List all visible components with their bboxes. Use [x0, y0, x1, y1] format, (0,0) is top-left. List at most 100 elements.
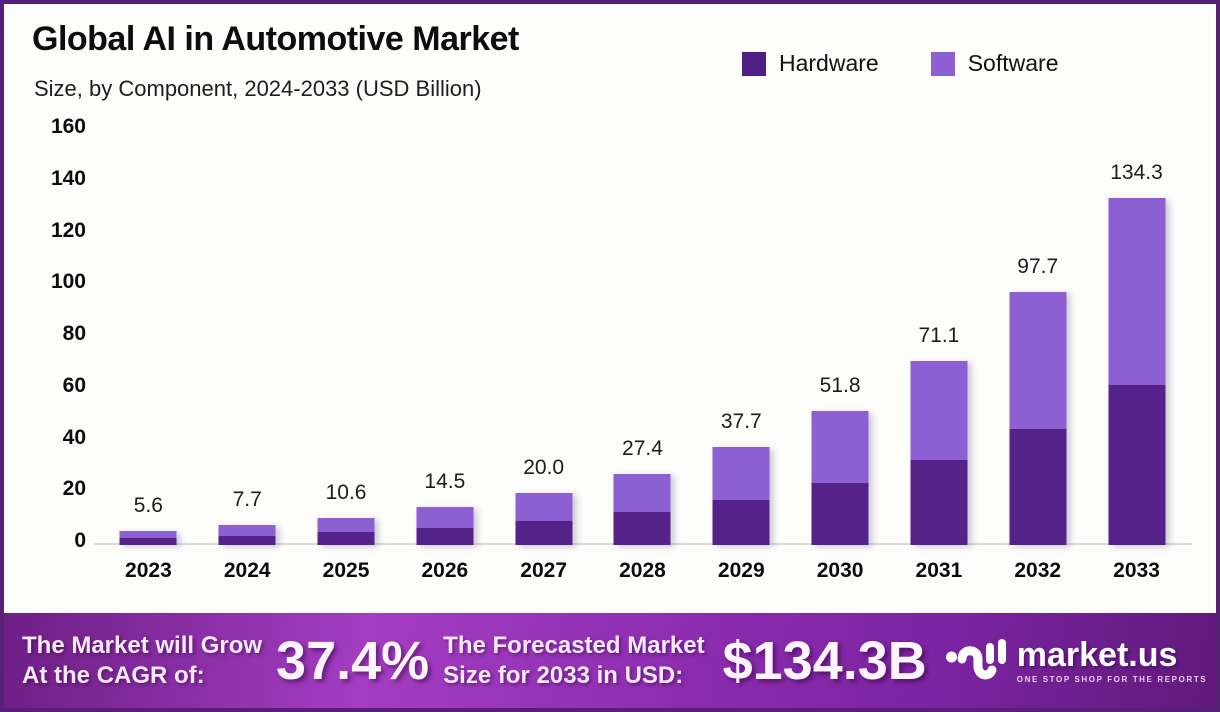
segment-hardware-2031: [910, 460, 968, 545]
bar-slot-2025: 10.6 2025: [297, 131, 396, 582]
footer-banner: The Market will Grow At the CAGR of: 37.…: [4, 613, 1216, 708]
y-tick-40: 40: [62, 425, 86, 449]
legend-label-hardware: Hardware: [779, 50, 879, 76]
bar-slot-2027: 20.0 2027: [494, 131, 593, 582]
x-tick-2029: 2029: [717, 559, 765, 582]
software-swatch-icon: [930, 51, 955, 76]
forecast-value: $134.3B: [722, 630, 927, 691]
cagr-value: 37.4%: [276, 630, 430, 691]
y-tick-140: 140: [50, 166, 86, 190]
total-label-2023: 5.6: [133, 493, 163, 517]
segment-hardware-2025: [317, 532, 375, 545]
y-tick-0: 0: [74, 529, 86, 552]
y-tick-80: 80: [62, 322, 86, 345]
segment-hardware-2032: [1009, 428, 1067, 545]
total-label-2028: 27.4: [622, 437, 663, 461]
x-tick-2031: 2031: [915, 559, 963, 582]
stacked-bar-2027: [515, 493, 573, 545]
stacked-bar-2030: [811, 410, 869, 545]
y-axis-ticks: 0 20 40 60 80 100 120 140 160: [22, 115, 86, 552]
legend: Hardware Software: [742, 50, 1058, 77]
total-label-2025: 10.6: [325, 480, 367, 504]
segment-software-2028: [613, 474, 671, 513]
brand-name: market.us: [1016, 635, 1178, 674]
bar-plot: 5.6 2023 7.7 2024 10.6 2025 14.5 2026 20.0 2027 27…: [99, 131, 1186, 582]
cagr-caption-line2: At the CAGR of:: [22, 661, 205, 689]
legend-item-hardware: Hardware: [742, 50, 879, 77]
segment-hardware-2024: [218, 535, 276, 545]
page-subtitle: Size, by Component, 2024-2033 (USD Billi…: [34, 76, 482, 101]
x-tick-2032: 2032: [1014, 559, 1062, 582]
segment-software-2023: [119, 530, 177, 539]
page-title: Global AI in Automotive Market: [32, 20, 519, 58]
stacked-bar-2026: [416, 507, 474, 545]
segment-software-2030: [811, 410, 869, 484]
segment-hardware-2028: [613, 512, 671, 545]
segment-hardware-2029: [712, 500, 770, 545]
bar-slot-2031: 71.1 2031: [890, 131, 989, 582]
x-tick-2028: 2028: [619, 559, 666, 582]
y-tick-20: 20: [62, 477, 86, 501]
stacked-bar-2028: [613, 474, 671, 545]
segment-hardware-2033: [1108, 385, 1166, 545]
cagr-caption-line1: The Market will Grow: [22, 632, 263, 660]
stacked-bar-2032: [1009, 292, 1067, 545]
total-label-2033: 134.3: [1110, 160, 1163, 184]
stacked-bar-2031: [910, 361, 968, 545]
stacked-bar-2029: [712, 447, 770, 545]
segment-hardware-2030: [811, 483, 869, 545]
total-label-2032: 97.7: [1017, 255, 1059, 279]
stacked-bar-2033: [1108, 197, 1166, 545]
bar-slot-2024: 7.7 2024: [198, 131, 297, 582]
total-label-2031: 71.1: [918, 324, 960, 348]
x-tick-2023: 2023: [125, 559, 172, 582]
segment-software-2025: [317, 517, 375, 533]
bar-slot-2032: 97.7 2032: [988, 131, 1087, 582]
segment-software-2027: [515, 493, 573, 522]
total-label-2024: 7.7: [232, 488, 262, 512]
segment-software-2026: [416, 507, 474, 528]
total-label-2029: 37.7: [720, 410, 762, 434]
stacked-bar-2024: [218, 525, 276, 545]
legend-label-software: Software: [967, 50, 1059, 76]
bar-slot-2033: 134.3 2033: [1087, 131, 1186, 582]
y-tick-120: 120: [50, 218, 86, 242]
brand-tagline: ONE STOP SHOP FOR THE REPORTS: [1016, 674, 1208, 684]
chart-area: Global AI in Automotive Market Size, by …: [4, 4, 1216, 613]
stacked-bar-2025: [317, 517, 375, 545]
bar-slot-2023: 5.6 2023: [99, 131, 198, 582]
forecast-caption: The Forecasted Market Size for 2033 in U…: [443, 631, 704, 690]
brand-text: market.us ONE STOP SHOP FOR THE REPORTS: [1017, 638, 1207, 684]
segment-software-2024: [218, 525, 276, 536]
marketus-logo-icon: [945, 638, 1006, 679]
x-tick-2027: 2027: [520, 559, 568, 582]
x-tick-2033: 2033: [1113, 559, 1160, 582]
bar-slot-2026: 14.5 2026: [395, 131, 494, 582]
y-tick-60: 60: [62, 373, 86, 397]
segment-hardware-2023: [119, 538, 177, 545]
x-tick-2026: 2026: [421, 559, 469, 582]
stacked-bar-2023: [119, 530, 177, 545]
segment-software-2032: [1009, 292, 1067, 429]
x-tick-2024: 2024: [223, 559, 271, 582]
x-tick-2025: 2025: [322, 559, 370, 582]
bar-slot-2030: 51.8 2030: [791, 131, 890, 582]
bar-slot-2028: 27.4 2028: [593, 131, 692, 582]
y-tick-100: 100: [50, 270, 86, 294]
forecast-caption-line1: The Forecasted Market: [443, 632, 705, 660]
legend-item-software: Software: [930, 50, 1059, 77]
segment-hardware-2027: [515, 521, 573, 545]
forecast-caption-line2: Size for 2033 in USD:: [443, 661, 684, 689]
segment-software-2029: [712, 447, 770, 501]
segment-software-2031: [910, 361, 968, 461]
hardware-swatch-icon: [742, 51, 766, 76]
y-tick-160: 160: [50, 115, 86, 138]
x-tick-2030: 2030: [816, 559, 864, 582]
total-label-2030: 51.8: [819, 373, 861, 397]
cagr-caption: The Market will Grow At the CAGR of:: [22, 631, 262, 690]
segment-software-2033: [1108, 197, 1166, 386]
segment-hardware-2026: [416, 527, 474, 545]
total-label-2026: 14.5: [424, 470, 466, 494]
total-label-2027: 20.0: [523, 456, 565, 480]
